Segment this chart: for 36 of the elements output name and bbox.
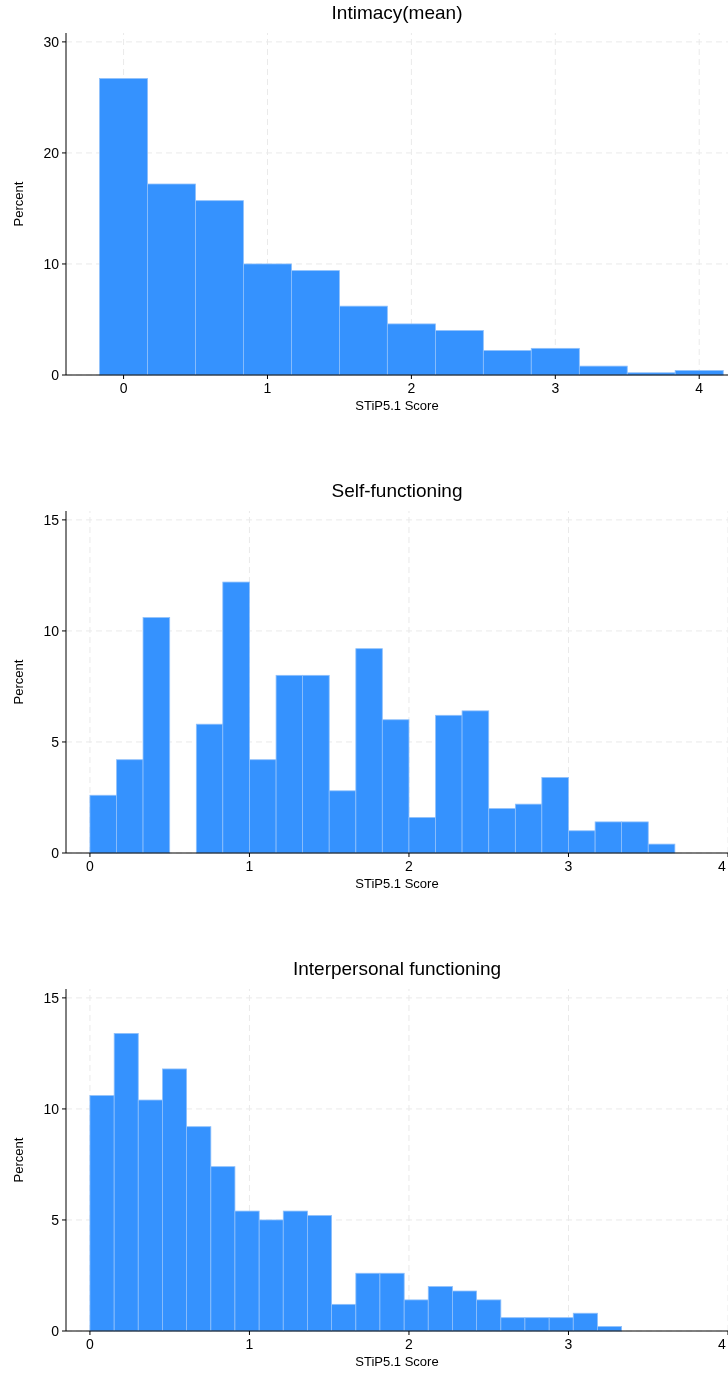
x-tick-label: 4 (695, 380, 704, 396)
chart-title: Interpersonal functioning (292, 958, 502, 979)
x-tick-label: 1 (245, 1336, 254, 1352)
x-tick-label: 3 (564, 1336, 573, 1352)
x-axis-title: STiP5.1 Score (355, 398, 439, 413)
y-tick-label: 15 (43, 511, 60, 528)
y-tick-label: 5 (51, 733, 60, 750)
x-tick-label: 0 (86, 858, 95, 874)
chart-title: Self-functioning (331, 480, 463, 501)
y-tick-label: 0 (51, 1322, 60, 1339)
x-tick-label: 0 (119, 380, 128, 396)
x-axis-title: STiP5.1 Score (355, 876, 439, 891)
y-tick-label: 15 (43, 989, 60, 1006)
x-tick-label: 2 (405, 858, 414, 874)
x-tick-label: 2 (407, 380, 416, 396)
x-tick-label: 1 (263, 380, 272, 396)
x-tick-label: 4 (718, 858, 727, 874)
y-tick-label: 10 (43, 1100, 60, 1117)
y-tick-label: 5 (51, 1211, 60, 1228)
y-axis-title: Percent (11, 659, 26, 705)
x-tick-label: 0 (86, 1336, 95, 1352)
x-tick-label: 4 (718, 1336, 727, 1352)
y-tick-label: 10 (43, 622, 60, 639)
x-tick-label: 1 (245, 858, 254, 874)
y-axis-title: Percent (11, 181, 26, 227)
x-tick-label: 3 (551, 380, 560, 396)
x-tick-label: 3 (564, 858, 573, 874)
y-tick-label: 10 (43, 255, 60, 272)
y-tick-label: 0 (51, 366, 60, 383)
y-tick-label: 30 (43, 33, 60, 50)
chart-title: Intimacy(mean) (331, 2, 463, 23)
y-tick-label: 0 (51, 844, 60, 861)
y-tick-label: 20 (43, 144, 60, 161)
y-axis-title: Percent (11, 1137, 26, 1183)
x-tick-label: 2 (405, 1336, 414, 1352)
x-axis-title: STiP5.1 Score (355, 1354, 439, 1369)
